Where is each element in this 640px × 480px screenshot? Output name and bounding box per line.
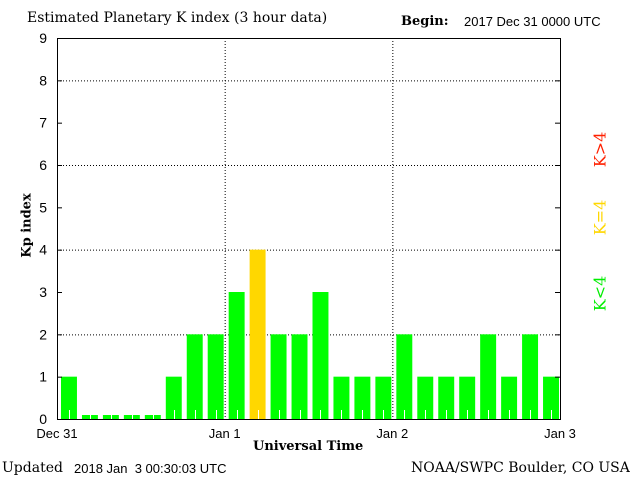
legend-above: K>4 xyxy=(590,131,610,168)
x-axis-label: Universal Time xyxy=(253,439,364,454)
updated-label: Updated xyxy=(2,460,63,476)
kp-bar xyxy=(207,334,224,419)
x-tick-label: Jan 1 xyxy=(209,426,241,441)
kp-bar xyxy=(144,415,161,419)
kp-bar xyxy=(312,292,329,419)
begin-value: 2017 Dec 31 0000 UTC xyxy=(464,14,601,29)
kp-bar xyxy=(417,376,434,419)
y-tick-label: 6 xyxy=(39,157,47,173)
x-tick-label: Jan 3 xyxy=(544,426,576,441)
y-tick-label: 8 xyxy=(39,72,47,88)
kp-bar xyxy=(81,415,98,419)
kp-bar xyxy=(501,376,518,419)
kp-bar xyxy=(333,376,350,419)
legend-below: K<4 xyxy=(590,275,610,312)
y-tick-label: 1 xyxy=(39,369,47,385)
kp-bar xyxy=(61,376,77,419)
kp-bar xyxy=(249,249,266,419)
kp-bar xyxy=(375,376,392,419)
updated-value: 2018 Jan 3 00:30:03 UTC xyxy=(74,461,227,476)
source-label: NOAA/SWPC Boulder, CO USA xyxy=(411,460,630,476)
kp-bar xyxy=(123,415,140,419)
y-tick-label: 3 xyxy=(39,284,47,300)
kp-bar xyxy=(396,334,413,419)
y-tick-label: 4 xyxy=(39,242,47,258)
kp-bar xyxy=(270,334,287,419)
kp-bar xyxy=(543,376,559,419)
y-tick-label: 5 xyxy=(39,199,47,215)
chart-title: Estimated Planetary K index (3 hour data… xyxy=(27,10,328,26)
legend-equal: K=4 xyxy=(590,199,610,236)
kp-bar xyxy=(480,334,497,419)
kp-bar xyxy=(165,376,182,419)
kp-bar xyxy=(354,376,371,419)
kp-bar xyxy=(459,376,476,419)
x-tick-label: Jan 2 xyxy=(376,426,408,441)
y-tick-label: 0 xyxy=(39,411,47,427)
plot-frame xyxy=(57,38,561,420)
y-tick-label: 2 xyxy=(39,326,47,342)
kp-bar xyxy=(186,334,203,419)
kp-bar xyxy=(438,376,455,419)
y-tick-label: 9 xyxy=(39,30,47,46)
x-tick-label: Dec 31 xyxy=(36,426,77,441)
y-axis-label: Kp index xyxy=(19,193,35,258)
kp-bar xyxy=(102,415,119,419)
kp-bar xyxy=(291,334,308,419)
kp-bar xyxy=(228,292,245,419)
kp-bar xyxy=(522,334,539,419)
y-tick-label: 7 xyxy=(39,115,47,131)
begin-label: Begin: xyxy=(401,14,449,29)
